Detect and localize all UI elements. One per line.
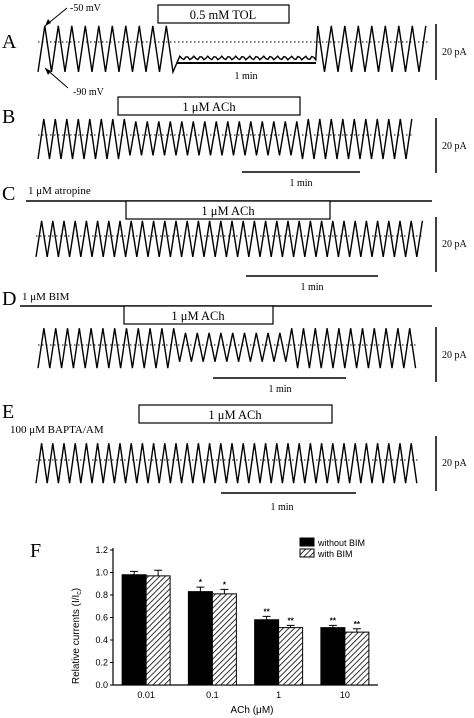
panel-letter: E <box>2 401 14 423</box>
drug-label: 1 μM ACh <box>171 309 225 323</box>
legend-label: without BIM <box>317 538 365 548</box>
panel-e: E 1 μM ACh 100 μM BAPTA/AM 1 min 20 pA <box>2 401 468 513</box>
x-tick-label: 0.1 <box>206 690 219 700</box>
drug-application-box <box>125 200 331 220</box>
x-axis-label: ACh (μM) <box>231 705 274 716</box>
y-tick-label: 1.0 <box>95 568 108 578</box>
arrow-head-icon <box>45 19 51 26</box>
time-scale-label: 1 min <box>268 384 291 395</box>
current-scale-label: 20 pA <box>442 239 468 250</box>
legend-swatch <box>299 548 315 558</box>
panel-b: B 1 μM ACh 1 min 20 pA <box>2 96 468 189</box>
panel-letter: B <box>2 106 15 128</box>
x-tick-label: 1 <box>276 690 281 700</box>
time-scale-label: 1 min <box>234 71 257 82</box>
x-tick-label: 10 <box>340 690 350 700</box>
time-scale-label: 1 min <box>289 178 312 189</box>
pretreatment-label: 1 μM BIM <box>22 291 70 303</box>
current-trace-line <box>35 443 418 484</box>
significance-marker: ** <box>330 616 337 625</box>
current-trace-line <box>37 328 417 369</box>
drug-label: 1 μM ACh <box>201 204 255 218</box>
bar-with-bim <box>145 575 171 686</box>
significance-marker: * <box>199 578 203 587</box>
panel-a: A 0.5 mM TOL -50 mV -90 mV 1 min 20 pA <box>2 3 468 98</box>
voltage-annotation-bottom: -90 mV <box>73 87 105 98</box>
panel-f: F 0.00.20.40.60.81.01.20.01 0.1* *1****10*… <box>30 537 378 716</box>
current-trace <box>35 443 420 484</box>
panel-c: C 1 μM atropine 1 μM ACh 1 min 20 pA <box>2 183 468 293</box>
y-tick-label: 1.2 <box>95 545 108 555</box>
panel-letter: F <box>30 540 41 562</box>
y-tick-label: 0.4 <box>95 635 108 645</box>
current-scale-label: 20 pA <box>442 47 468 58</box>
panel-letter: C <box>2 183 15 205</box>
x-tick-label: 0.01 <box>137 690 155 700</box>
panel-letter: D <box>2 288 16 310</box>
drug-application-box <box>138 404 333 424</box>
current-scale-label: 20 pA <box>442 141 468 152</box>
bar-with-bim <box>278 627 304 686</box>
drug-application-box <box>157 4 290 24</box>
drug-label: 1 μM ACh <box>182 100 236 114</box>
significance-marker: * <box>223 580 227 589</box>
y-axis-label: Relative currents (I/Ic) <box>71 588 83 684</box>
current-scale-label: 20 pA <box>442 458 468 469</box>
current-trace-line <box>37 25 427 75</box>
legend-label: with BIM <box>317 549 353 559</box>
y-tick-label: 0.6 <box>95 613 108 623</box>
current-trace <box>35 220 424 258</box>
panel-d: D 1 μM BIM 1 μM ACh 1 min 20 pA <box>2 288 468 395</box>
pretreatment-label: 100 μM BAPTA/AM <box>10 424 104 436</box>
drug-label: 1 μM ACh <box>208 408 262 422</box>
bar-without-bim <box>187 591 213 686</box>
time-scale-label: 1 min <box>270 502 293 513</box>
time-scale-label: 1 min <box>300 282 323 293</box>
bar-without-bim <box>320 627 346 686</box>
current-trace-line <box>37 118 413 160</box>
y-tick-label: 0.2 <box>95 658 108 668</box>
drug-application-box <box>117 96 301 116</box>
significance-marker: ** <box>354 620 361 629</box>
bar-without-bim <box>254 619 280 686</box>
legend-swatch <box>299 537 315 547</box>
arrow-head-icon <box>45 68 51 75</box>
current-trace <box>37 25 428 75</box>
current-trace-line <box>35 220 424 258</box>
pretreatment-label: 1 μM atropine <box>28 185 91 197</box>
current-scale-label: 20 pA <box>442 350 468 361</box>
voltage-annotation-top: -50 mV <box>70 3 102 14</box>
bar-with-bim <box>344 631 370 686</box>
significance-marker: ** <box>288 616 295 625</box>
y-tick-label: 0.8 <box>95 590 108 600</box>
panel-letter: A <box>2 31 17 53</box>
current-trace <box>37 328 418 369</box>
significance-marker: ** <box>264 607 271 616</box>
drug-application-box <box>123 305 274 325</box>
bar-with-bim <box>211 593 237 686</box>
y-tick-label: 0.0 <box>95 680 108 690</box>
current-trace <box>37 118 413 160</box>
bar-chart: 0.00.20.40.60.81.01.20.01 0.1* *1****10** *… <box>95 537 378 700</box>
drug-label: 0.5 mM TOL <box>190 8 257 22</box>
bar-without-bim <box>121 574 147 686</box>
